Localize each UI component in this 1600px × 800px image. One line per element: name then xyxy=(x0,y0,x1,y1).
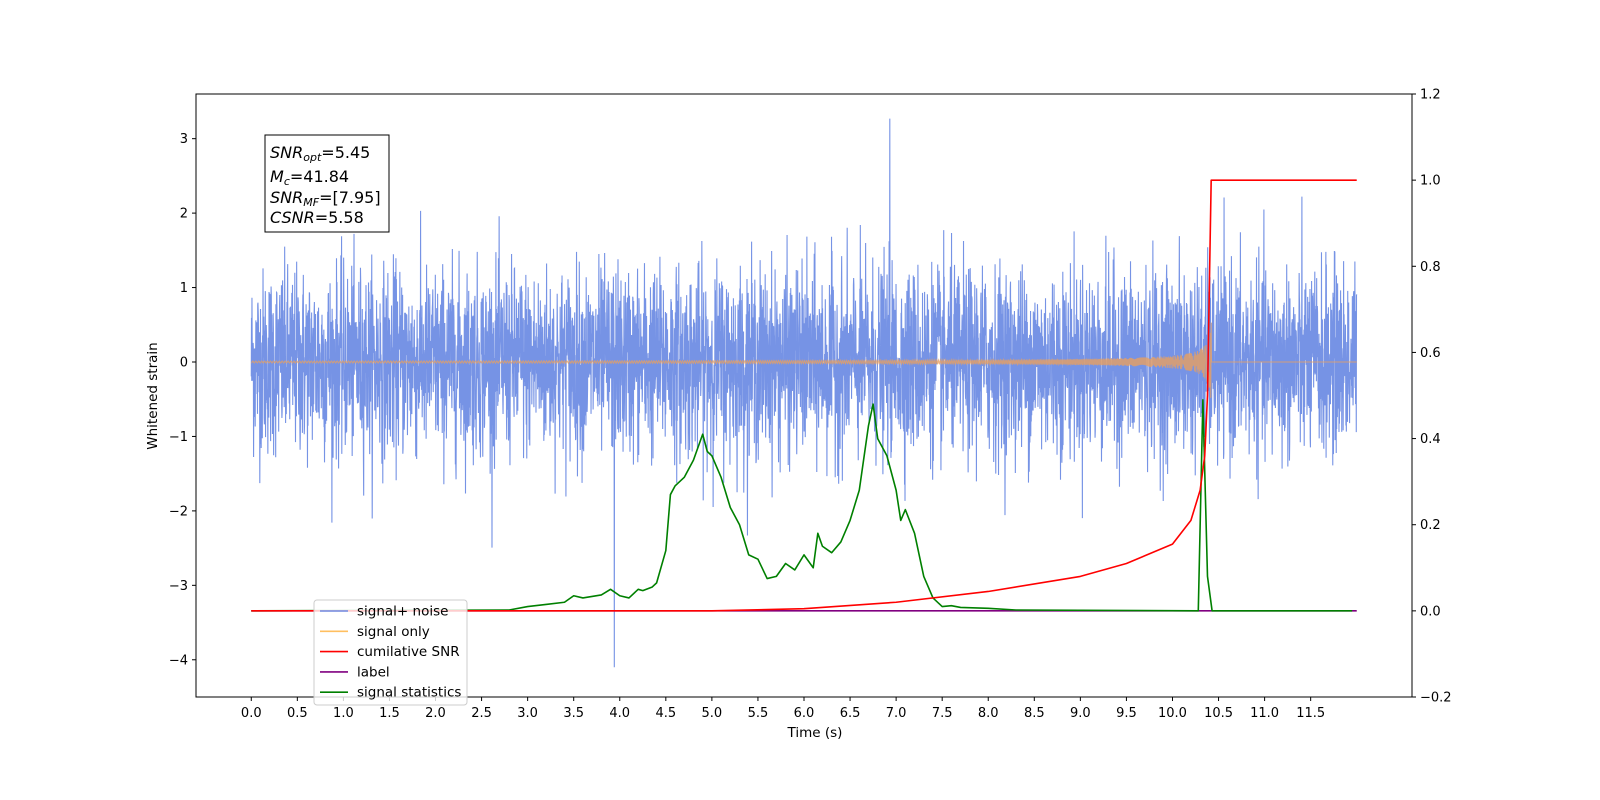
x-tick-label-5: 2.5 xyxy=(471,706,492,721)
x-tick-label-23: 11.5 xyxy=(1296,706,1325,721)
legend-frame xyxy=(313,599,468,706)
annotation-frame xyxy=(264,134,390,233)
x-tick-label-14: 7.0 xyxy=(886,706,907,721)
series-signal-only-line xyxy=(251,322,1357,398)
x-tick-label-8: 4.0 xyxy=(609,706,630,721)
x-tick-label-18: 9.0 xyxy=(1070,706,1091,721)
legend-label-4: signal statistics xyxy=(357,685,461,701)
x-tick-label-4: 2.0 xyxy=(425,706,446,721)
y-tick-label-6: −3 xyxy=(169,579,188,594)
x-tick-label-0: 0.0 xyxy=(241,706,262,721)
series-layer xyxy=(250,118,1358,668)
x-tick-label-9: 4.5 xyxy=(655,706,676,721)
mc-symbol: M xyxy=(270,167,284,186)
y2-axis-ticks: 1.2 1.0 0.8 0.6 0.4 0.2 0.0 −0.2 xyxy=(1412,88,1452,706)
y-tick-label-7: −4 xyxy=(169,653,188,668)
legend-entries: signal+ noise signal only cumilative SNR la… xyxy=(320,604,461,701)
x-tick-label-10: 5.0 xyxy=(702,706,723,721)
metrics-annotation-box: SNRopt=5.45 Mc=41.84 SNRMF=[7.95] CSNR=5… xyxy=(264,134,390,233)
x-axis-ticks: 0.0 0.5 1.0 1.5 2.0 2.5 3.0 3.5 4.0 4.5 5.0 5.5 6.0 6… xyxy=(241,697,1325,721)
x-tick-label-13: 6.5 xyxy=(840,706,861,721)
legend-label-2: cumilative SNR xyxy=(357,644,460,660)
y-axis-label: Whitened strain xyxy=(145,342,161,449)
series-signal-noise-line xyxy=(250,118,1358,668)
y2-tick-label-0: 1.2 xyxy=(1420,88,1441,103)
legend-label-1: signal only xyxy=(357,624,430,640)
y-axis-ticks: 3 2 1 0 −1 −2 −3 −4 xyxy=(169,132,196,668)
y2-tick-label-1: 1.0 xyxy=(1420,174,1441,189)
snr-mf-value: =[7.95] xyxy=(319,188,381,207)
x-tick-label-1: 0.5 xyxy=(287,706,308,721)
mc-value: =41.84 xyxy=(290,167,349,186)
legend: signal+ noise signal only cumilative SNR la… xyxy=(313,599,468,706)
x-tick-label-22: 11.0 xyxy=(1250,706,1279,721)
y2-tick-label-6: 0.0 xyxy=(1420,604,1441,619)
y-tick-label-5: −2 xyxy=(169,504,188,519)
y-tick-label-3: 0 xyxy=(180,356,188,371)
annotation-mc: Mc=41.84 xyxy=(270,167,349,188)
x-tick-label-17: 8.5 xyxy=(1024,706,1045,721)
x-tick-label-11: 5.5 xyxy=(748,706,769,721)
y2-tick-label-4: 0.4 xyxy=(1420,432,1441,447)
y-tick-label-2: 1 xyxy=(180,281,188,296)
x-tick-label-21: 10.5 xyxy=(1204,706,1233,721)
x-tick-label-6: 3.0 xyxy=(517,706,538,721)
y-tick-label-0: 3 xyxy=(180,132,188,147)
x-tick-label-15: 7.5 xyxy=(932,706,953,721)
csnr-symbol: CSNR xyxy=(270,208,315,227)
x-tick-label-12: 6.0 xyxy=(794,706,815,721)
x-tick-label-19: 9.5 xyxy=(1116,706,1137,721)
x-tick-label-7: 3.5 xyxy=(563,706,584,721)
y-tick-label-1: 2 xyxy=(180,207,188,222)
series-signal-statistics-line xyxy=(251,399,1353,612)
snr-opt-value: =5.45 xyxy=(321,143,370,162)
annotation-csnr: CSNR=5.58 xyxy=(270,208,364,227)
snr-opt-subscript: opt xyxy=(303,151,322,164)
y2-tick-label-3: 0.6 xyxy=(1420,346,1441,361)
y2-tick-label-2: 0.8 xyxy=(1420,260,1441,275)
legend-label-3: label xyxy=(357,664,390,680)
x-axis-label: Time (s) xyxy=(787,725,843,741)
legend-label-0: signal+ noise xyxy=(357,604,448,620)
mc-subscript: c xyxy=(284,175,290,188)
snr-opt-symbol: SNR xyxy=(270,143,303,162)
x-tick-label-16: 8.0 xyxy=(978,706,999,721)
snr-mf-subscript: MF xyxy=(303,196,319,209)
x-tick-label-20: 10.0 xyxy=(1158,706,1187,721)
series-cumulative-snr-line xyxy=(251,179,1357,612)
snr-mf-symbol: SNR xyxy=(270,188,303,207)
y2-tick-label-7: −0.2 xyxy=(1420,691,1452,706)
csnr-value: =5.58 xyxy=(315,208,364,227)
y-tick-label-4: −1 xyxy=(169,430,188,445)
y2-tick-label-5: 0.2 xyxy=(1420,518,1441,533)
x-tick-label-3: 1.5 xyxy=(379,706,400,721)
x-tick-label-2: 1.0 xyxy=(333,706,354,721)
annotation-snr-opt: SNRopt=5.45 xyxy=(270,143,370,164)
annotation-snr-mf: SNRMF=[7.95] xyxy=(270,188,381,209)
plot-area xyxy=(250,118,1358,668)
